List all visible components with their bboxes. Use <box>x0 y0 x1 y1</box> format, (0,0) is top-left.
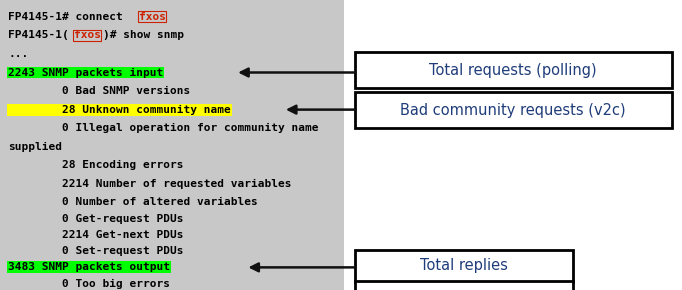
Text: FP4145-1# connect: FP4145-1# connect <box>8 12 130 22</box>
Text: 0 Too big errors: 0 Too big errors <box>8 279 170 289</box>
Text: 0 Illegal operation for community name: 0 Illegal operation for community name <box>8 123 318 133</box>
Text: fxos: fxos <box>74 30 100 40</box>
Text: supplied: supplied <box>8 142 62 152</box>
Text: 28 Encoding errors: 28 Encoding errors <box>8 160 183 170</box>
Text: Total requests (polling): Total requests (polling) <box>430 63 597 78</box>
FancyBboxPatch shape <box>355 52 672 88</box>
Text: 0 Set-request PDUs: 0 Set-request PDUs <box>8 246 183 256</box>
Text: 0 Number of altered variables: 0 Number of altered variables <box>8 197 258 207</box>
Text: fxos: fxos <box>139 12 166 22</box>
Text: )# show snmp: )# show snmp <box>102 30 183 40</box>
Text: ...: ... <box>8 49 29 59</box>
Text: 2214 Number of requested variables: 2214 Number of requested variables <box>8 179 292 189</box>
Bar <box>0 0 344 290</box>
Text: 0 Bad SNMP versions: 0 Bad SNMP versions <box>8 86 190 96</box>
Text: 2214 Get-next PDUs: 2214 Get-next PDUs <box>8 230 183 240</box>
Text: 3483 SNMP packets output: 3483 SNMP packets output <box>8 262 170 272</box>
FancyBboxPatch shape <box>355 92 672 128</box>
FancyBboxPatch shape <box>355 250 573 282</box>
Text: FP4145-1(: FP4145-1( <box>8 30 69 40</box>
Text: 28 Unknown community name: 28 Unknown community name <box>8 105 231 115</box>
FancyBboxPatch shape <box>355 281 573 290</box>
Text: Bad community requests (v2c): Bad community requests (v2c) <box>400 103 626 117</box>
Text: Total replies: Total replies <box>420 258 507 273</box>
Text: 0 Get-request PDUs: 0 Get-request PDUs <box>8 214 183 224</box>
Text: 2243 SNMP packets input: 2243 SNMP packets input <box>8 68 164 77</box>
